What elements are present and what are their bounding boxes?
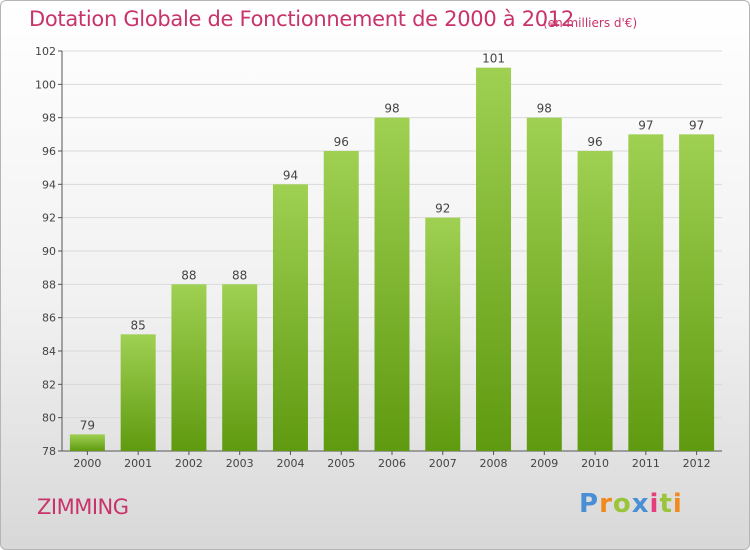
x-tick-label: 2008 xyxy=(480,457,508,470)
data-label: 98 xyxy=(537,102,552,116)
y-tick-label: 90 xyxy=(42,245,56,258)
x-tick-label: 2003 xyxy=(226,457,254,470)
y-tick-label: 86 xyxy=(42,312,56,325)
x-tick-label: 2010 xyxy=(581,457,609,470)
x-tick-label: 2001 xyxy=(124,457,152,470)
x-tick-label: 2002 xyxy=(175,457,203,470)
data-label: 94 xyxy=(283,168,298,182)
chart-title: Dotation Globale de Fonctionnement de 20… xyxy=(29,7,574,31)
bar-2006 xyxy=(374,117,410,452)
y-tick-label: 80 xyxy=(42,412,56,425)
data-label: 97 xyxy=(689,118,704,132)
bar-2003 xyxy=(222,284,258,451)
data-label: 88 xyxy=(232,268,247,282)
data-label: 96 xyxy=(587,135,602,149)
y-tick-label: 100 xyxy=(35,78,56,91)
x-tick-label: 2012 xyxy=(683,457,711,470)
bar-2001 xyxy=(120,334,156,451)
y-tick-label: 92 xyxy=(42,212,56,225)
y-tick-label: 94 xyxy=(42,178,56,191)
y-tick-label: 96 xyxy=(42,145,56,158)
x-tick-label: 2006 xyxy=(378,457,406,470)
bar-2012 xyxy=(679,134,715,452)
x-tick-label: 2007 xyxy=(429,457,457,470)
bar-2008 xyxy=(476,67,512,452)
bars xyxy=(69,67,715,452)
data-label: 85 xyxy=(131,318,146,332)
proxiti-logo[interactable]: Proxiti xyxy=(579,489,683,519)
bar-2005 xyxy=(323,151,359,451)
data-label: 98 xyxy=(384,102,399,116)
data-label: 96 xyxy=(334,135,349,149)
y-tick-label: 78 xyxy=(42,445,56,458)
y-tick-label: 82 xyxy=(42,378,56,391)
x-tick-label: 2011 xyxy=(632,457,660,470)
axes: 78 80 82 84 86 88 90 92 94 96 98 100 102 2000 2001 2002… xyxy=(35,45,722,470)
x-tick-label: 2004 xyxy=(276,457,304,470)
chart-unit: (en milliers d'€) xyxy=(543,16,638,30)
data-label: 92 xyxy=(435,202,450,216)
data-label: 79 xyxy=(80,418,95,432)
bar-2004 xyxy=(272,184,308,452)
bar-2011 xyxy=(628,134,664,452)
x-tick-label: 2000 xyxy=(73,457,101,470)
bar-2000 xyxy=(69,434,105,451)
x-tick-label: 2009 xyxy=(530,457,558,470)
x-tick-label: 2005 xyxy=(327,457,355,470)
bar-2007 xyxy=(425,217,461,451)
commune-name: ZIMMING xyxy=(37,495,129,519)
data-label: 97 xyxy=(638,118,653,132)
y-tick-label: 88 xyxy=(42,278,56,291)
bar-2009 xyxy=(526,117,562,452)
bar-2002 xyxy=(171,284,207,451)
bar-2010 xyxy=(577,151,613,451)
y-tick-label: 98 xyxy=(42,112,56,125)
data-label: 88 xyxy=(181,268,196,282)
data-label: 101 xyxy=(482,52,505,66)
data-labels: 79 85 88 88 94 96 98 92 101 98 96 97 97 xyxy=(80,52,705,433)
y-tick-label: 102 xyxy=(35,45,56,58)
y-tick-label: 84 xyxy=(42,345,56,358)
